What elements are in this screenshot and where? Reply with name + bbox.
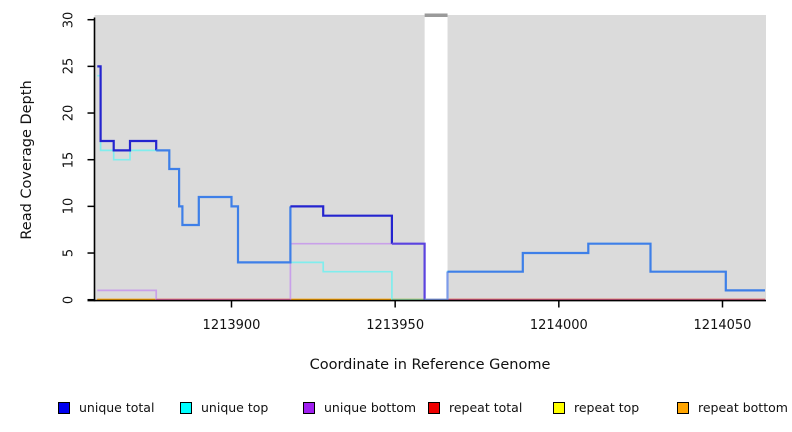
- legend-item-repeat-top: repeat top: [553, 401, 639, 415]
- legend-item-unique-total: unique total: [58, 401, 154, 415]
- legend-item-repeat-total: repeat total: [428, 401, 522, 415]
- y-tick-label: 25: [61, 58, 77, 75]
- legend-label: unique top: [201, 400, 269, 415]
- x-tick-label: 1213900: [202, 318, 261, 333]
- series-unique-total: [97, 65, 158, 152]
- legend-swatch-unique-total: [58, 402, 70, 414]
- legend-swatch-unique-bottom: [303, 402, 315, 414]
- legend-item-unique-top: unique top: [180, 401, 268, 415]
- series-unique-total: [290, 205, 393, 244]
- x-axis-label: Coordinate in Reference Genome: [309, 357, 551, 373]
- y-tick-label: 30: [61, 11, 77, 28]
- legend-label: repeat total: [449, 400, 523, 415]
- legend-label: repeat bottom: [698, 400, 788, 415]
- series-unique-total: [156, 149, 292, 264]
- legend-swatch-repeat-top: [553, 402, 565, 414]
- y-tick-label: 0: [61, 295, 77, 304]
- x-tick-label: 1213950: [366, 318, 425, 333]
- gap-band-top-bar: [424, 13, 448, 17]
- y-tick-label: 10: [61, 198, 77, 215]
- x-tick-label: 1214050: [693, 318, 752, 333]
- y-tick-label: 15: [61, 151, 77, 168]
- coverage-gap-band: [424, 15, 448, 301]
- legend-label: unique total: [79, 400, 155, 415]
- legend-item-unique-bottom: unique bottom: [303, 401, 416, 415]
- legend-item-repeat-bottom: repeat bottom: [677, 401, 788, 415]
- legend-label: repeat top: [574, 400, 640, 415]
- series-unique-total: [424, 271, 449, 301]
- legend-label: unique bottom: [324, 400, 417, 415]
- y-tick-label: 5: [61, 248, 77, 258]
- y-tick-label: 20: [61, 104, 77, 122]
- series-unique-total: [447, 242, 765, 292]
- y-axis-label: Read Coverage Depth: [19, 80, 35, 240]
- legend-swatch-repeat-total: [428, 402, 440, 414]
- series-unique-total: [391, 242, 426, 300]
- legend-swatch-repeat-bottom: [677, 402, 689, 414]
- x-tick-label: 1214000: [529, 318, 588, 333]
- legend-swatch-unique-top: [180, 402, 192, 414]
